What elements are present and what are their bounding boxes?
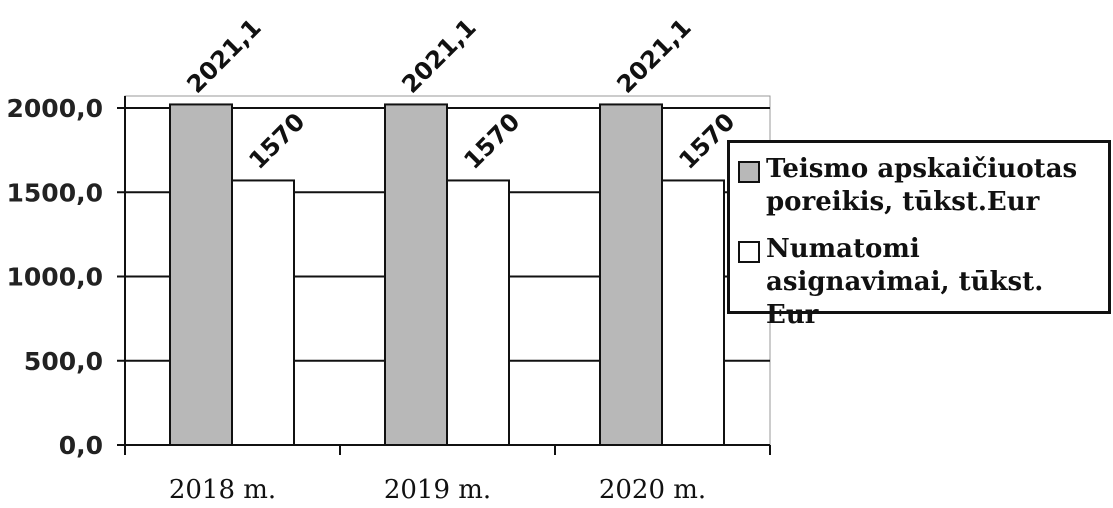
x-tick-label: 2020 m. (599, 475, 706, 505)
y-tick-label: 1000,0 (7, 263, 103, 292)
y-tick-label: 0,0 (59, 431, 103, 460)
data-label: 2021,1 (611, 13, 696, 98)
bar-series-2-1 (231, 179, 295, 447)
legend-label-series-2: Numatomi asignavimai, tūkst. Eur (766, 234, 1044, 330)
axes (117, 96, 771, 455)
x-tick-labels: 2018 m. 2019 m. 2020 m. (169, 475, 706, 505)
legend-swatch-series-1 (738, 161, 760, 183)
bar-series-1-2 (384, 103, 448, 447)
legend-item-series-1: Teismo apskaičiuotas poreikis, tūkst.Eur (738, 153, 1100, 219)
y-tick-label: 2000,0 (7, 94, 103, 123)
legend-swatch-series-2 (738, 241, 760, 263)
bar-series-1-3 (599, 103, 663, 447)
x-tick-label: 2018 m. (169, 475, 276, 505)
bar-series-1-1 (169, 103, 233, 447)
bar-series-2-2 (446, 179, 510, 447)
y-tick-label: 1500,0 (7, 178, 103, 207)
legend-item-series-2: Numatomi asignavimai, tūkst. Eur (738, 233, 1100, 332)
y-tick-labels: 0,0 500,0 1000,0 1500,0 2000,0 (7, 94, 103, 460)
legend: Teismo apskaičiuotas poreikis, tūkst.Eur… (727, 140, 1111, 330)
y-tick-label: 500,0 (24, 347, 103, 376)
data-label: 2021,1 (396, 13, 481, 98)
bar-series-2-3 (661, 179, 725, 447)
data-label: 2021,1 (181, 13, 266, 98)
x-tick-label: 2019 m. (384, 475, 491, 505)
legend-label-series-1: Teismo apskaičiuotas poreikis, tūkst.Eur (766, 154, 1078, 217)
